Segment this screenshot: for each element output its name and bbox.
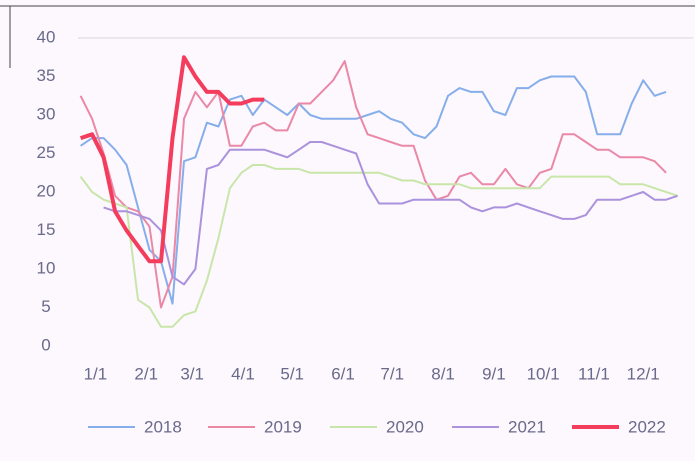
series-line bbox=[103, 141, 678, 286]
series-line bbox=[79, 60, 667, 309]
x-tick-label: 10/1 bbox=[527, 364, 560, 383]
y-tick-label: 20 bbox=[37, 181, 56, 200]
x-tick-label: 3/1 bbox=[180, 364, 204, 383]
x-tick-label: 2/1 bbox=[134, 364, 158, 383]
series-line bbox=[80, 75, 667, 305]
y-tick-label: 25 bbox=[37, 143, 56, 162]
legend-label: 2021 bbox=[508, 417, 546, 436]
x-tick-label: 8/1 bbox=[431, 364, 455, 383]
y-tick-label: 0 bbox=[41, 335, 50, 354]
y-tick-label: 40 bbox=[37, 27, 56, 46]
x-tick-label: 9/1 bbox=[482, 364, 506, 383]
y-tick-label: 5 bbox=[41, 297, 50, 316]
y-tick-label: 30 bbox=[37, 104, 56, 123]
series-line bbox=[79, 164, 678, 328]
y-tick-label: 15 bbox=[37, 220, 56, 239]
x-tick-label: 5/1 bbox=[280, 364, 304, 383]
x-tick-label: 12/1 bbox=[627, 364, 660, 383]
x-tick-label: 7/1 bbox=[380, 364, 404, 383]
x-tick-label: 4/1 bbox=[231, 364, 255, 383]
y-tick-label: 10 bbox=[37, 258, 56, 277]
legend-label: 2020 bbox=[386, 417, 424, 436]
x-tick-label: 6/1 bbox=[331, 364, 355, 383]
series-line bbox=[79, 55, 265, 264]
x-tick-label: 11/1 bbox=[578, 364, 610, 383]
legend-label: 2022 bbox=[628, 417, 666, 436]
legend-label: 2019 bbox=[264, 417, 302, 436]
legend-label: 2018 bbox=[144, 417, 182, 436]
y-tick-label: 35 bbox=[37, 66, 56, 85]
x-tick-label: 1/1 bbox=[84, 364, 108, 383]
